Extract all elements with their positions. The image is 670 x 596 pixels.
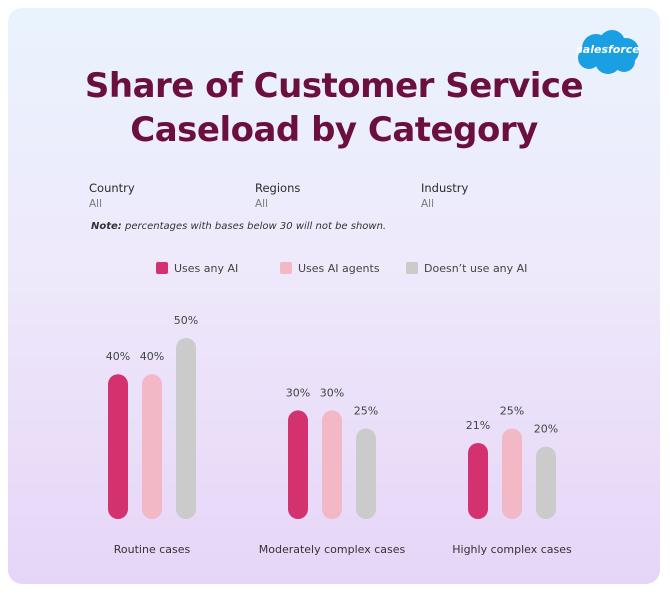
salesforce-logo: salesforce bbox=[574, 28, 642, 76]
filter-label: Country bbox=[89, 181, 135, 195]
data-label-highly-complex-cases-uses-ai-agents: 25% bbox=[500, 405, 524, 418]
page-title: Share of Customer Service Caseload by Ca… bbox=[8, 64, 660, 152]
filter-regions[interactable]: Regions All bbox=[255, 180, 405, 212]
data-label-moderately-complex-cases-uses-ai-agents: 30% bbox=[320, 386, 344, 399]
data-label-highly-complex-cases-uses-any-ai: 21% bbox=[466, 419, 490, 432]
bar-moderately-complex-cases-uses-ai-agents bbox=[322, 410, 342, 519]
legend-item-uses-ai-agents: Uses AI agents bbox=[280, 262, 380, 276]
filter-country[interactable]: Country All bbox=[89, 180, 239, 212]
bar-routine-cases-uses-ai-agents bbox=[142, 374, 162, 519]
legend-label: Doesn’t use any AI bbox=[424, 262, 528, 275]
filter-value[interactable]: All bbox=[89, 198, 103, 210]
bar-moderately-complex-cases-doesn-t-use-any-ai bbox=[356, 428, 376, 519]
cloud-icon bbox=[578, 30, 639, 74]
legend-label: Uses AI agents bbox=[298, 262, 380, 275]
filter-industry[interactable]: Industry All bbox=[421, 180, 571, 212]
category-label-highly-complex-cases: Highly complex cases bbox=[452, 543, 572, 556]
title-line-1: Share of Customer Service bbox=[84, 66, 584, 106]
logo-text: salesforce bbox=[576, 43, 640, 56]
legend-swatch bbox=[406, 262, 418, 274]
data-label-routine-cases-uses-any-ai: 40% bbox=[106, 350, 130, 363]
category-label-moderately-complex-cases: Moderately complex cases bbox=[259, 543, 406, 556]
title-line-2: Caseload by Category bbox=[130, 110, 538, 150]
bar-routine-cases-uses-any-ai bbox=[108, 374, 128, 519]
bar-highly-complex-cases-uses-any-ai bbox=[468, 442, 488, 519]
filter-value[interactable]: All bbox=[421, 198, 435, 210]
filter-label: Regions bbox=[255, 181, 301, 195]
category-label-routine-cases: Routine cases bbox=[114, 543, 191, 556]
note-prefix: Note: bbox=[91, 221, 122, 232]
legend-label: Uses any AI bbox=[174, 262, 239, 275]
data-label-moderately-complex-cases-uses-any-ai: 30% bbox=[286, 386, 310, 399]
data-label-highly-complex-cases-doesn-t-use-any-ai: 20% bbox=[534, 423, 558, 436]
bar-routine-cases-doesn-t-use-any-ai bbox=[176, 338, 196, 519]
legend-swatch bbox=[280, 262, 292, 274]
infographic-card: salesforce Share of Customer Service Cas… bbox=[8, 8, 660, 584]
filter-label: Industry bbox=[421, 181, 469, 195]
bar-highly-complex-cases-uses-ai-agents bbox=[502, 428, 522, 519]
legend-item-uses-any-ai: Uses any AI bbox=[156, 262, 238, 276]
legend-item-no-ai: Doesn’t use any AI bbox=[406, 262, 527, 276]
data-label-routine-cases-doesn-t-use-any-ai: 50% bbox=[174, 314, 198, 327]
data-label-routine-cases-uses-ai-agents: 40% bbox=[140, 350, 164, 363]
bar-highly-complex-cases-doesn-t-use-any-ai bbox=[536, 446, 556, 519]
note-body: percentages with bases below 30 will not… bbox=[125, 221, 387, 232]
bar-chart: 40% 40% 50% Routine cases 30% 30% 25% Moderatel… bbox=[106, 314, 572, 556]
legend-swatch bbox=[156, 262, 168, 274]
bar-moderately-complex-cases-uses-any-ai bbox=[288, 410, 308, 519]
data-label-moderately-complex-cases-doesn-t-use-any-ai: 25% bbox=[354, 405, 378, 418]
filter-value[interactable]: All bbox=[255, 198, 269, 210]
note-text: Note: percentages with bases below 30 wi… bbox=[91, 221, 386, 232]
